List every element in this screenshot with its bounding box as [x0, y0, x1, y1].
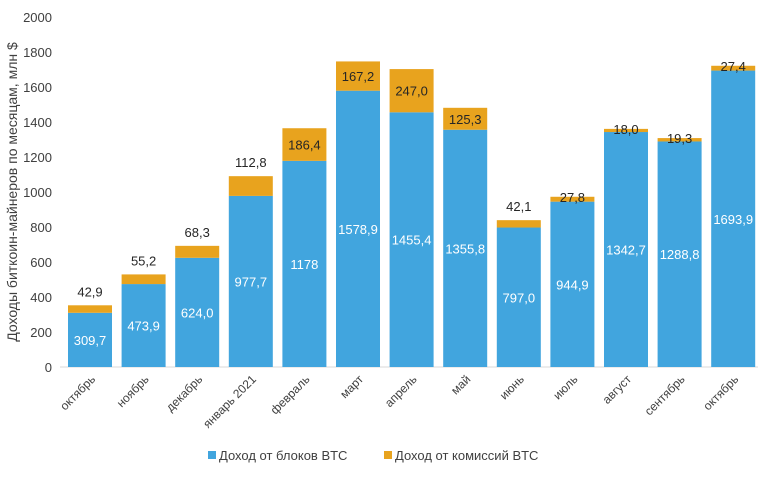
- bar-fees: [282, 128, 327, 161]
- data-label-fees: 27,8: [560, 190, 585, 205]
- data-label-blocks: 1342,7: [606, 243, 646, 258]
- data-label-blocks: 944,9: [556, 277, 589, 292]
- x-tick-label: ноябрь: [114, 372, 152, 410]
- y-tick-label: 1800: [23, 45, 52, 60]
- x-tick-label: сентябрь: [642, 372, 688, 418]
- y-axis-label: Доходы биткоин-майнеров по месяцам, млн …: [4, 42, 20, 342]
- y-tick-label: 200: [30, 325, 52, 340]
- bar-fees: [121, 274, 166, 285]
- x-tick-label: август: [600, 372, 635, 407]
- y-tick-label: 600: [30, 255, 52, 270]
- data-label-blocks: 1355,8: [445, 241, 485, 256]
- x-tick-label: октябрь: [57, 372, 98, 413]
- y-tick-label: 800: [30, 220, 52, 235]
- bar-blocks: [496, 227, 541, 367]
- data-label-blocks: 1455,4: [392, 233, 432, 248]
- x-tick-label: январь 2021: [200, 372, 259, 431]
- y-tick-label: 400: [30, 290, 52, 305]
- bar-fees: [550, 196, 595, 202]
- data-label-blocks: 1693,9: [713, 212, 753, 227]
- legend: Доход от блоков BTC Доход от комиссий BT…: [208, 448, 538, 463]
- y-tick-label: 1400: [23, 115, 52, 130]
- bar-blocks: [711, 70, 756, 367]
- bar-fees: [604, 128, 648, 133]
- bar-fees: [336, 61, 380, 91]
- x-tick-label: июль: [550, 372, 580, 402]
- legend-swatch-blocks: [208, 451, 216, 459]
- bar-blocks: [175, 257, 220, 367]
- data-label-blocks: 624,0: [181, 305, 214, 320]
- data-label-fees: 112,8: [235, 155, 267, 170]
- bars: 309,7 42,9 473,9 55,2 624,0 68,3 977,7 112,8 117…: [68, 59, 756, 368]
- legend-swatch-fees: [384, 451, 392, 459]
- data-label-fees: 167,2: [342, 69, 375, 84]
- data-label-blocks: 1288,8: [660, 247, 700, 262]
- bar-fees: [711, 65, 756, 71]
- bar-blocks: [657, 141, 702, 367]
- bar-fees: [657, 138, 702, 142]
- data-label-blocks: 797,0: [503, 290, 536, 305]
- bar-blocks: [550, 201, 595, 367]
- bar-blocks: [389, 112, 434, 368]
- data-label-fees: 247,0: [395, 84, 428, 99]
- legend-label-fees: Доход от комиссий BTC: [395, 448, 538, 463]
- data-label-fees: 42,9: [77, 284, 102, 299]
- legend-label-blocks: Доход от блоков BTC: [219, 448, 347, 463]
- data-label-fees: 19,3: [667, 131, 692, 146]
- bar-fees: [496, 220, 541, 228]
- data-label-fees: 27,4: [721, 59, 746, 74]
- data-label-blocks: 1178: [290, 257, 318, 272]
- data-label-fees: 18,0: [613, 122, 638, 137]
- x-tick-label: октябрь: [700, 372, 741, 413]
- y-tick-label: 0: [45, 360, 52, 375]
- y-tick-label: 1000: [23, 185, 52, 200]
- bar-fees: [175, 245, 220, 258]
- data-label-blocks: 977,7: [235, 274, 268, 289]
- x-tick-label: май: [448, 372, 473, 397]
- bar-fees: [228, 176, 273, 196]
- bar-blocks: [336, 90, 380, 367]
- x-tick-label: март: [337, 372, 366, 401]
- y-tick-label: 2000: [23, 10, 52, 25]
- bar-blocks: [228, 195, 273, 367]
- bar-blocks: [121, 284, 166, 367]
- data-label-fees: 125,3: [449, 112, 482, 127]
- data-label-blocks: 473,9: [127, 319, 160, 334]
- bar-blocks: [68, 312, 112, 367]
- bar-fees: [389, 69, 434, 113]
- data-label-blocks: 309,7: [74, 333, 107, 348]
- data-label-fees: 186,4: [288, 138, 321, 153]
- data-label-fees: 55,2: [131, 253, 156, 268]
- bar-fees: [68, 305, 112, 313]
- data-label-blocks: 1578,9: [338, 222, 378, 237]
- y-tick-label: 1600: [23, 80, 52, 95]
- x-tick-label: февраль: [268, 372, 313, 417]
- x-tick-label: апрель: [382, 372, 420, 410]
- data-label-fees: 42,1: [506, 199, 531, 214]
- bar-blocks: [604, 132, 648, 367]
- y-tick-label: 1200: [23, 150, 52, 165]
- x-tick-label: декабрь: [163, 372, 205, 414]
- data-label-fees: 68,3: [185, 225, 210, 240]
- bar-blocks: [282, 160, 327, 367]
- bar-fees: [443, 107, 488, 130]
- bar-blocks: [443, 129, 488, 367]
- x-tick-label: июнь: [497, 372, 527, 402]
